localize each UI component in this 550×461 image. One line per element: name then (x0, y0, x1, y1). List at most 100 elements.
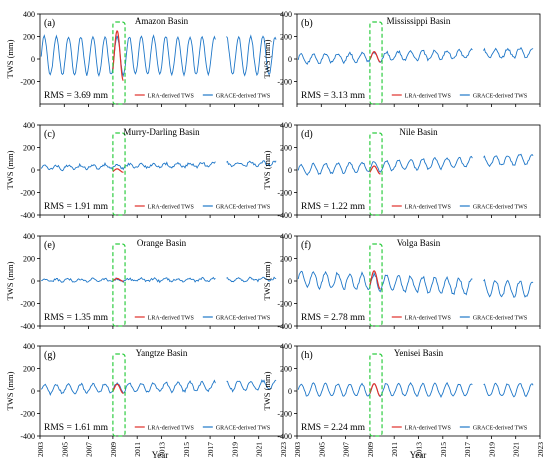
y-tick-label: -200 (20, 78, 35, 87)
legend-lra-label: LRA-derived TWS (148, 426, 194, 432)
panel-title: Murry-Darling Basin (123, 127, 200, 137)
y-tick-label: -400 (20, 322, 35, 331)
y-tick-label: -200 (277, 300, 292, 309)
x-tick-label: 2003 (293, 442, 302, 457)
y-tick-label: 200 (23, 144, 35, 153)
y-tick-label: 400 (280, 342, 292, 351)
panel-title: Amazon Basin (135, 16, 189, 26)
x-tick-label: 2019 (230, 442, 239, 457)
x-tick-label: 2017 (463, 442, 472, 457)
lra-series-line (369, 383, 381, 397)
panel-label: (c) (44, 129, 55, 140)
x-tick-label: 2005 (317, 442, 326, 457)
y-tick-label: -200 (20, 410, 35, 419)
panel-e: 400 200 0 -200 -400 TWS (mm) Orange Basin (e) RM… (5, 232, 284, 331)
legend-lra-label: LRA-derived TWS (148, 316, 194, 322)
x-axis-title-right: Year (410, 450, 427, 460)
legend-grace-label: GRACE-derived TWS (473, 205, 527, 211)
x-axis-title: Year (152, 450, 169, 460)
grace-series-line (40, 160, 277, 172)
x-tick-label: 2009 (366, 442, 375, 457)
x-tick-label: 2011 (390, 442, 399, 457)
panel-label: (b) (301, 18, 313, 29)
x-tick-label: 2007 (342, 442, 351, 457)
y-tick-label: 0 (288, 387, 292, 396)
y-axis-title: TWS (mm) (262, 261, 272, 300)
panel-title: Nile Basin (399, 127, 438, 137)
legend-grace-label: GRACE-derived TWS (216, 426, 270, 432)
panels-container: 400 200 0 -200 TWS (mm) Amazon Basin (a) RMS = … (5, 10, 545, 457)
grace-series-line (40, 34, 277, 78)
panel-g: 400 200 0 -200 -400 TWS (mm) 2003 2005 2007 2009 2… (5, 342, 288, 457)
y-tick-label: -200 (277, 189, 292, 198)
legend-lra-label: LRA-derived TWS (405, 316, 451, 322)
y-axis-title: TWS (mm) (5, 371, 15, 410)
grace-series-line (297, 381, 534, 398)
x-tick-label: 2021 (512, 442, 521, 457)
panel-label: (d) (301, 129, 313, 140)
legend-lra-label: LRA-derived TWS (405, 94, 451, 100)
rms-label: RMS = 2.24 mm (301, 423, 366, 433)
y-tick-label: -400 (20, 211, 35, 220)
y-tick-label: 200 (23, 255, 35, 264)
lra-series-line (112, 168, 124, 173)
x-tick-label: 2003 (36, 442, 45, 457)
rms-label: RMS = 3.13 mm (301, 91, 366, 101)
panel-label: (e) (44, 240, 55, 251)
panel-title: Volga Basin (397, 238, 441, 248)
x-tick-label: 2015 (182, 442, 191, 457)
y-tick-label: 0 (31, 166, 35, 175)
y-axis-title: TWS (mm) (262, 150, 272, 189)
x-tick-label: 2019 (487, 442, 496, 457)
y-tick-label: 400 (23, 342, 35, 351)
y-tick-label: 200 (23, 33, 35, 42)
panel-title: Orange Basin (137, 238, 187, 248)
y-axis-title: TWS (mm) (5, 150, 15, 189)
y-tick-label: -400 (20, 432, 35, 441)
y-tick-label: 200 (280, 144, 292, 153)
x-tick-label: 2013 (158, 442, 167, 457)
x-tick-label: 2005 (60, 442, 69, 457)
highlight-window (369, 132, 383, 216)
highlight-window (369, 21, 383, 105)
legend-lra-label: LRA-derived TWS (148, 205, 194, 211)
panel-label: (f) (301, 240, 311, 251)
x-tick-label: 2015 (439, 442, 448, 457)
y-tick-label: 0 (288, 55, 292, 64)
x-tick-label: 2021 (255, 442, 264, 457)
x-tick-label: 2007 (85, 442, 94, 457)
y-tick-label: -400 (277, 322, 292, 331)
y-tick-label: 0 (31, 277, 35, 286)
legend-grace-label: GRACE-derived TWS (216, 94, 270, 100)
legend-grace-label: GRACE-derived TWS (473, 316, 527, 322)
rms-label: RMS = 1.35 mm (44, 313, 109, 323)
highlight-window (369, 243, 383, 327)
x-tick-label: 2023 (536, 442, 545, 457)
grace-series-line (297, 46, 534, 65)
y-tick-label: 0 (288, 277, 292, 286)
x-tick-label: 2011 (133, 442, 142, 457)
grace-series-line (41, 276, 277, 284)
y-axis-title: TWS (mm) (262, 371, 272, 410)
legend-grace-label: GRACE-derived TWS (216, 205, 270, 211)
x-tick-label: 2013 (415, 442, 424, 457)
rms-label: RMS = 2.78 mm (301, 313, 366, 323)
y-axis-title: TWS (mm) (5, 261, 15, 300)
y-tick-label: 400 (280, 121, 292, 130)
y-tick-label: -200 (277, 410, 292, 419)
y-axis-title: TWS (mm) (262, 39, 272, 78)
highlight-window (112, 243, 126, 327)
y-tick-label: 0 (288, 166, 292, 175)
x-tick-label: 2017 (206, 442, 215, 457)
rms-label: RMS = 3.69 mm (44, 91, 109, 101)
lra-series-line (112, 30, 124, 81)
legend-lra-label: LRA-derived TWS (148, 94, 194, 100)
y-tick-label: -400 (277, 432, 292, 441)
legend-lra-label: LRA-derived TWS (405, 426, 451, 432)
y-tick-label: -400 (277, 211, 292, 220)
panel-c: 400 200 0 -200 -400 TWS (mm) Murry-Darling Bas… (5, 121, 284, 220)
legend-grace-label: GRACE-derived TWS (216, 316, 270, 322)
panel-label: (g) (44, 350, 56, 361)
panel-b: 400 200 0 -200 TWS (mm) Mississippi Basin (b) R… (262, 10, 541, 107)
